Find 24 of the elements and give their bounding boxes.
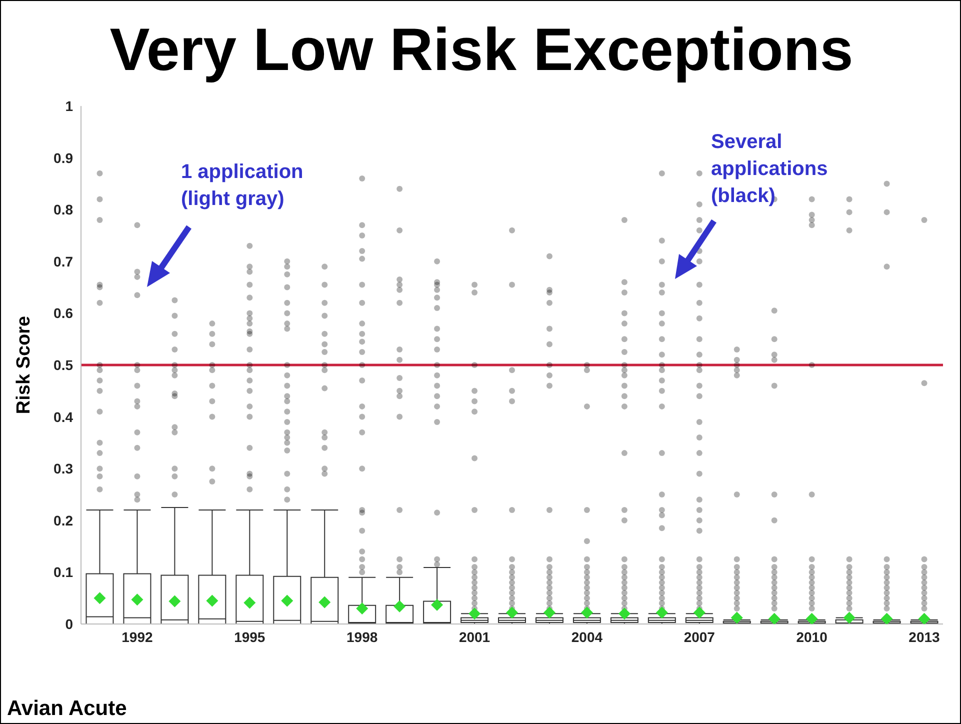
x-tick-label: 1995 bbox=[234, 628, 266, 645]
text: Avian Acute bbox=[7, 696, 127, 722]
x-tick-label: 1998 bbox=[346, 628, 378, 645]
y-tick-label: 0.8 bbox=[54, 202, 74, 218]
y-tick-label: 1 bbox=[65, 98, 74, 114]
chart-title: Very Low Risk Exceptions bbox=[108, 15, 854, 85]
x-tick-label: 2007 bbox=[684, 628, 716, 645]
y-tick-label: 0.2 bbox=[54, 512, 74, 528]
x-tick-label: 1992 bbox=[122, 628, 153, 645]
x-tick-label: 2010 bbox=[796, 628, 828, 645]
y-axis-title: Risk Score bbox=[14, 316, 35, 414]
x-tick-label: 2004 bbox=[571, 628, 603, 645]
y-tick-label: 0.9 bbox=[54, 150, 74, 166]
y-tick-label: 0.7 bbox=[54, 253, 74, 270]
x-tick-label: 2001 bbox=[458, 628, 490, 645]
annotation: Several applications (black) bbox=[711, 130, 828, 209]
x-tick-label: 2013 bbox=[908, 628, 940, 645]
y-tick-label: 0.5 bbox=[54, 356, 74, 373]
y-tick-label: 0.3 bbox=[54, 460, 74, 477]
annotation: 1 application (light gray) bbox=[181, 160, 304, 212]
y-tick-label: 0 bbox=[65, 616, 74, 632]
y-tick-label: 0.6 bbox=[54, 305, 74, 322]
y-tick-label: 0.4 bbox=[54, 408, 74, 425]
y-tick-label: 0.1 bbox=[54, 564, 74, 580]
